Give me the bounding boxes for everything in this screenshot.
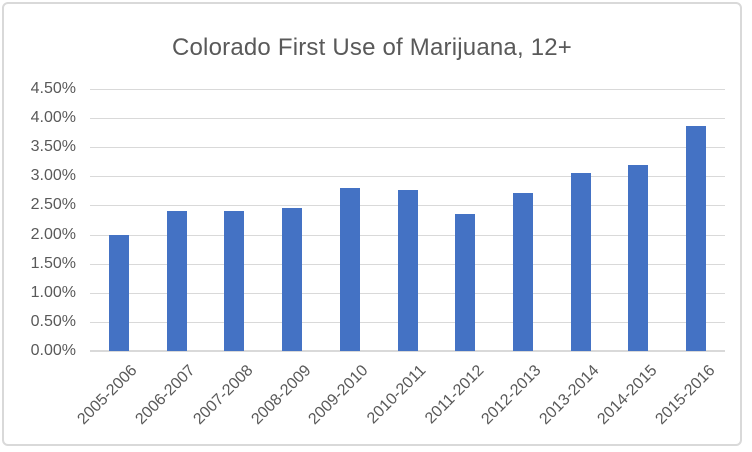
x-axis-category-label: 2013-2014 xyxy=(536,362,603,429)
y-axis-tick-label: 3.00% xyxy=(30,167,76,185)
x-axis-category-label: 2012-2013 xyxy=(478,362,545,429)
x-axis-category-label: 2015-2016 xyxy=(652,362,719,429)
bar xyxy=(282,207,303,351)
y-axis-tick-label: 1.00% xyxy=(30,283,76,301)
y-axis-tick-label: 4.00% xyxy=(30,109,76,127)
chart-frame: Colorado First Use of Marijuana, 12+ 0.0… xyxy=(2,2,742,446)
bar xyxy=(339,187,360,351)
y-axis-tick-label: 2.50% xyxy=(30,196,76,214)
x-axis-category-label: 2006-2007 xyxy=(132,362,199,429)
bar xyxy=(455,214,476,351)
gridline xyxy=(90,147,725,149)
x-axis-category-label: 2007-2008 xyxy=(190,362,257,429)
x-axis-category-label: 2005-2006 xyxy=(74,362,141,429)
chart-title: Colorado First Use of Marijuana, 12+ xyxy=(171,34,573,61)
y-axis-tick-label: 1.50% xyxy=(30,254,76,272)
bar xyxy=(397,189,418,351)
bar xyxy=(512,192,533,351)
x-axis-category-label: 2009-2010 xyxy=(305,362,372,429)
y-axis-tick-label: 2.00% xyxy=(30,225,76,243)
y-axis-tick-label: 0.00% xyxy=(30,342,76,359)
y-axis-tick-label: 4.50% xyxy=(30,80,76,97)
x-axis-category-label: 2008-2009 xyxy=(247,362,315,429)
bar xyxy=(686,126,707,351)
x-axis-category-label: 2010-2011 xyxy=(364,362,430,428)
gridline xyxy=(90,118,725,120)
bar xyxy=(166,211,187,351)
y-axis-tick-label: 3.50% xyxy=(30,138,76,156)
bar xyxy=(628,165,649,351)
y-axis-tick-label: 0.50% xyxy=(30,312,76,330)
bar xyxy=(224,211,245,351)
bar xyxy=(570,172,591,351)
bar xyxy=(108,234,129,351)
gridline xyxy=(90,176,725,178)
x-axis-category-label: 2011-2012 xyxy=(421,362,488,428)
x-axis-category-label: 2014-2015 xyxy=(594,362,661,429)
x-axis-line xyxy=(90,350,725,352)
gridline xyxy=(90,89,725,90)
